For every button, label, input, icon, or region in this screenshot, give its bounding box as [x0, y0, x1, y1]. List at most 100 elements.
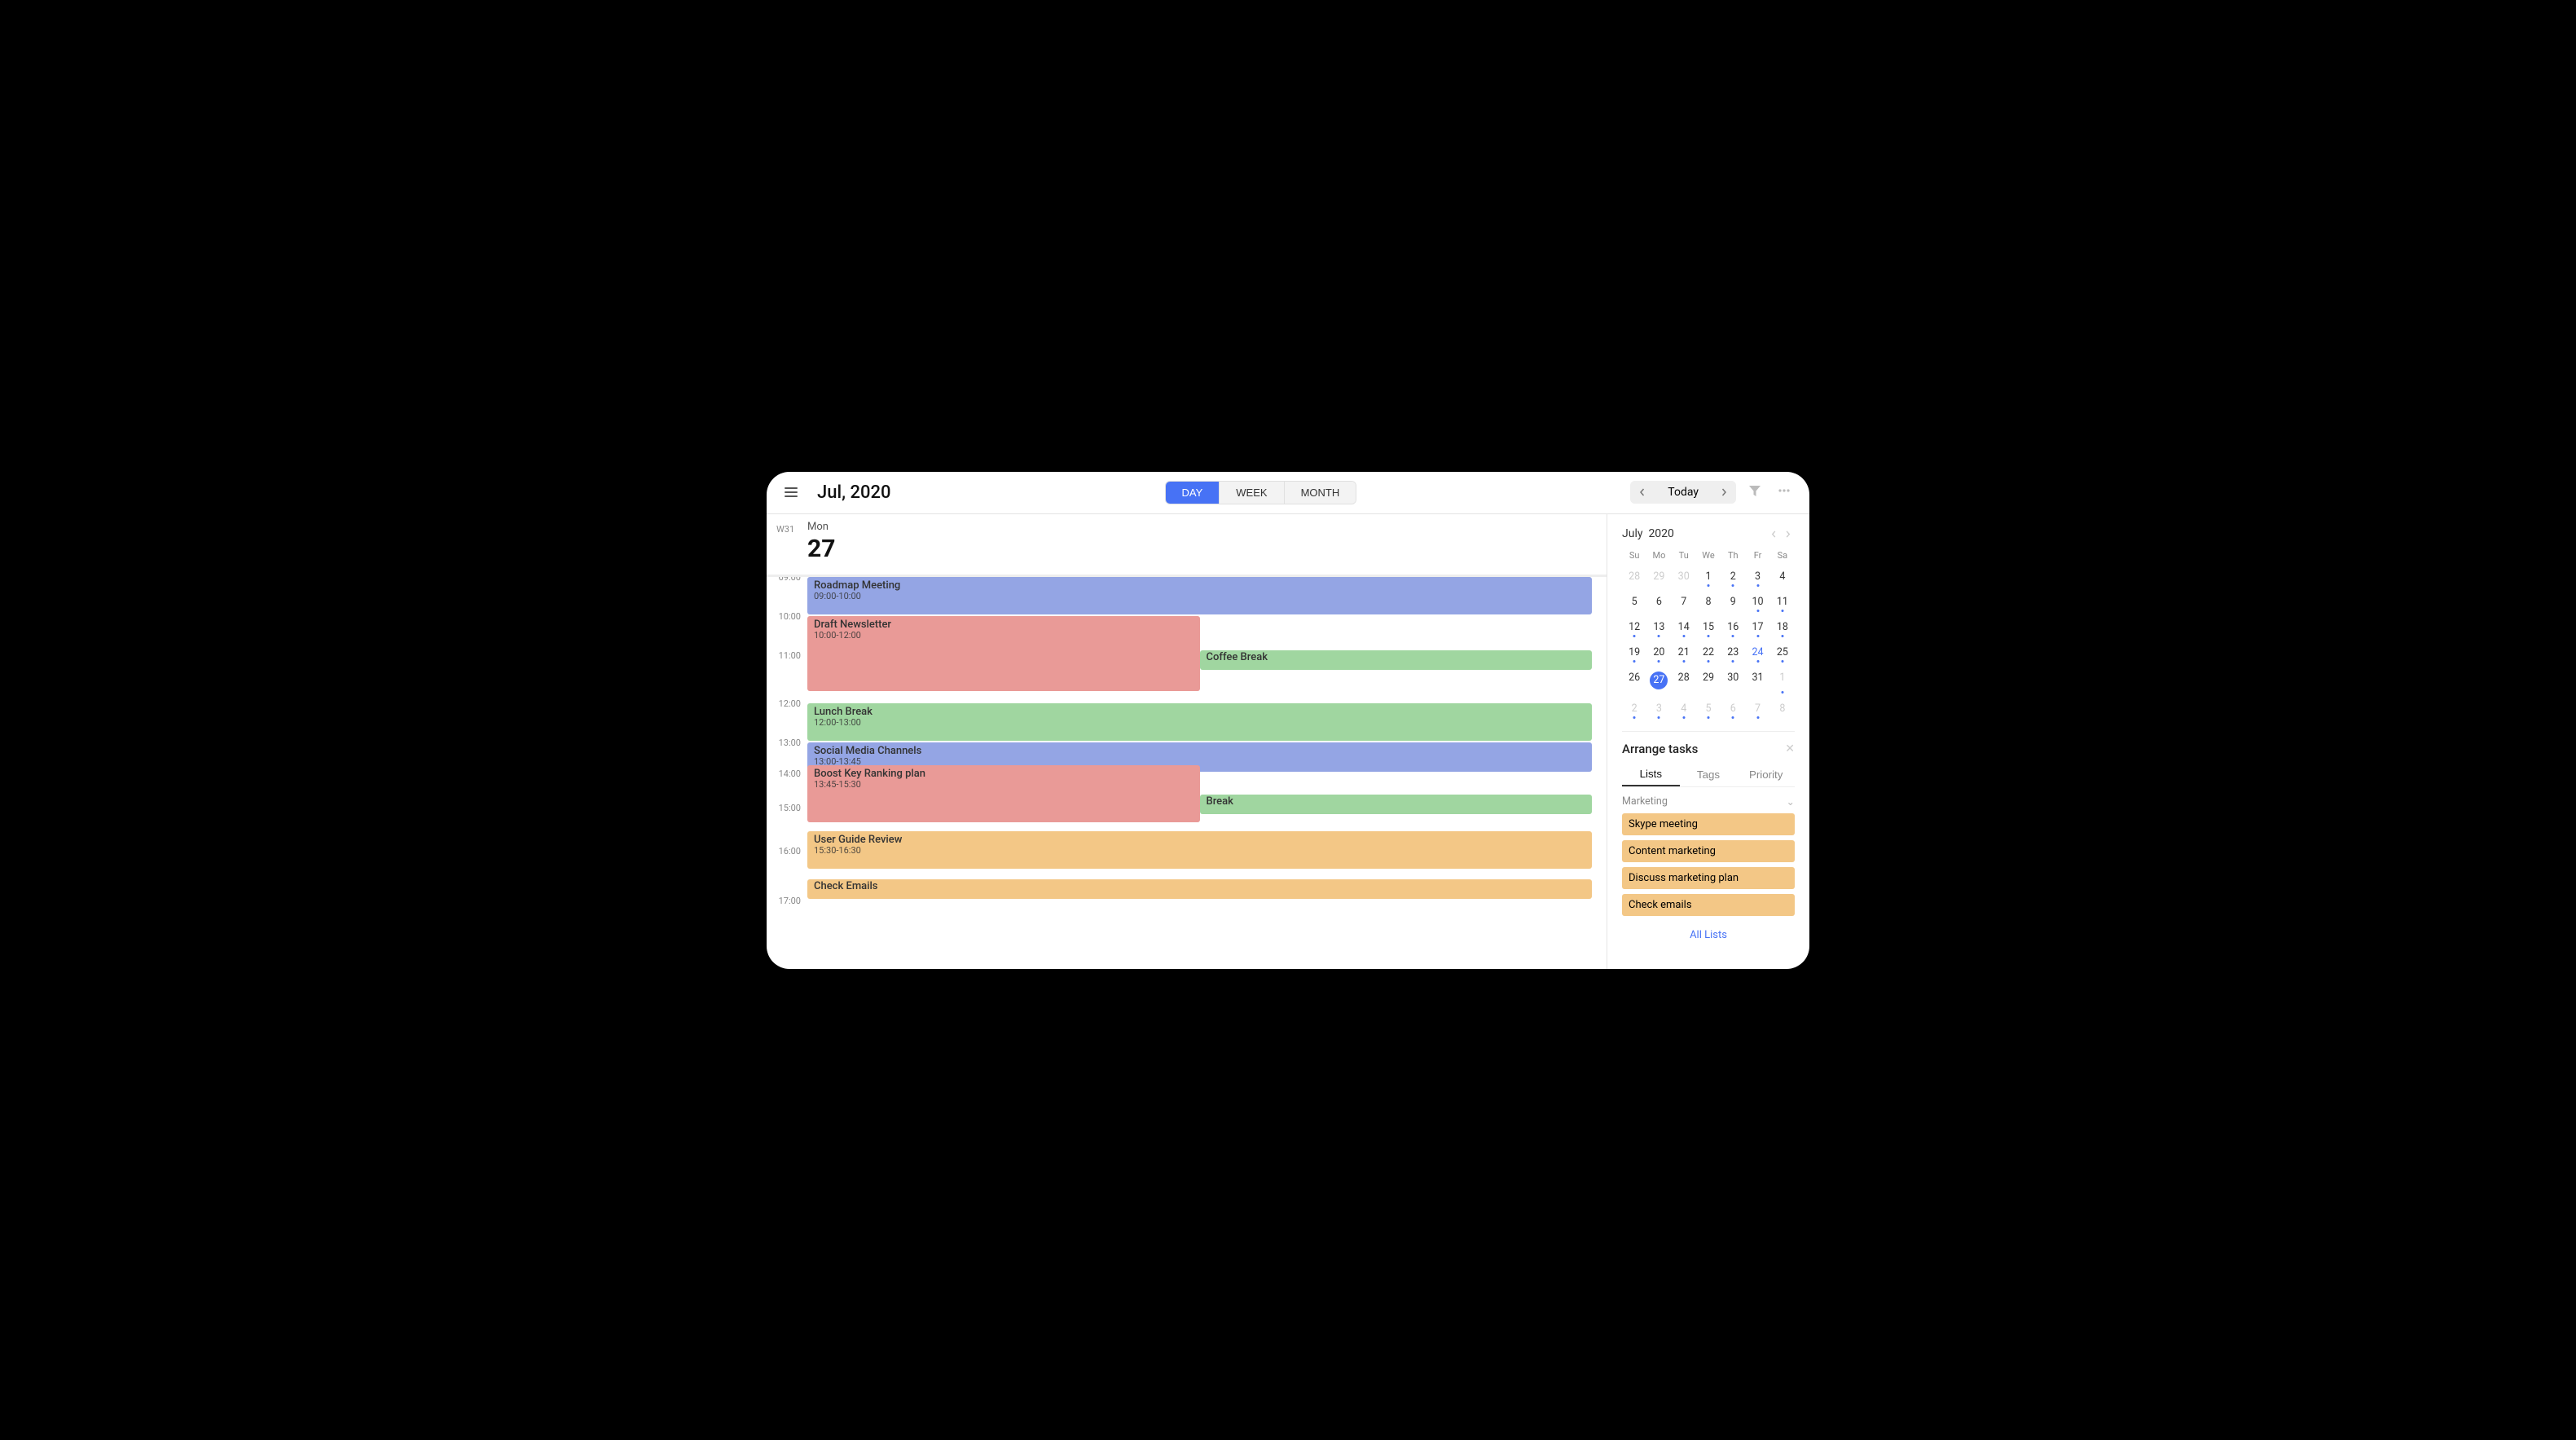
tab-lists[interactable]: Lists	[1622, 763, 1680, 786]
mini-day[interactable]: 29	[1696, 668, 1721, 693]
mini-day[interactable]: 1	[1770, 668, 1795, 693]
mini-weekday: Su	[1622, 550, 1646, 561]
mini-day[interactable]: 9	[1721, 592, 1745, 611]
view-day-button[interactable]: DAY	[1166, 482, 1220, 504]
topbar: Jul, 2020 DAY WEEK MONTH Today	[767, 472, 1809, 514]
mini-day[interactable]: 21	[1672, 643, 1696, 662]
hour-label: 10:00	[773, 611, 807, 622]
task-item[interactable]: Skype meeting	[1622, 813, 1795, 835]
mini-day[interactable]: 17	[1745, 618, 1769, 636]
event-title: Lunch Break	[814, 707, 1585, 719]
chevron-right-icon	[1720, 488, 1728, 496]
chevron-left-icon	[1770, 531, 1778, 538]
event-title: Social Media Channels	[814, 746, 1585, 758]
mini-day[interactable]: 4	[1770, 567, 1795, 586]
mini-day[interactable]: 3	[1646, 699, 1671, 718]
tab-tags[interactable]: Tags	[1680, 763, 1738, 786]
mini-day[interactable]: 10	[1745, 592, 1769, 611]
mini-day[interactable]: 6	[1646, 592, 1671, 611]
calendar-window: Jul, 2020 DAY WEEK MONTH Today	[767, 472, 1809, 969]
mini-day[interactable]: 20	[1646, 643, 1671, 662]
mini-prev-button[interactable]	[1767, 526, 1781, 542]
mini-weekday: Mo	[1646, 550, 1671, 561]
mini-day[interactable]: 27	[1646, 668, 1671, 693]
view-month-button[interactable]: MONTH	[1284, 482, 1356, 504]
mini-day[interactable]: 16	[1721, 618, 1745, 636]
mini-day[interactable]: 15	[1696, 618, 1721, 636]
mini-day[interactable]: 8	[1770, 699, 1795, 718]
task-item[interactable]: Discuss marketing plan	[1622, 867, 1795, 889]
mini-day[interactable]: 22	[1696, 643, 1721, 662]
mini-day[interactable]: 26	[1622, 668, 1646, 693]
event-emails[interactable]: Check Emails	[807, 879, 1592, 899]
filter-button[interactable]	[1744, 480, 1765, 505]
mini-day[interactable]: 30	[1721, 668, 1745, 693]
mini-day[interactable]: 2	[1721, 567, 1745, 586]
event-title: Draft Newsletter	[814, 619, 1193, 632]
all-lists-link[interactable]: All Lists	[1690, 929, 1727, 941]
today-button[interactable]: Today	[1655, 481, 1712, 504]
mini-day[interactable]: 4	[1672, 699, 1696, 718]
task-list-name[interactable]: Marketing ⌄	[1622, 795, 1795, 808]
event-lunch[interactable]: Lunch Break 12:00-13:00	[807, 703, 1592, 741]
mini-day[interactable]: 13	[1646, 618, 1671, 636]
menu-icon[interactable]	[781, 484, 801, 500]
mini-day[interactable]: 6	[1721, 699, 1745, 718]
mini-day[interactable]: 28	[1622, 567, 1646, 586]
event-boost[interactable]: Boost Key Ranking plan 13:45-15:30	[807, 765, 1200, 822]
mini-day[interactable]: 29	[1646, 567, 1671, 586]
mini-day[interactable]: 23	[1721, 643, 1745, 662]
event-time: 10:00-12:00	[814, 631, 1193, 641]
week-number: W31	[776, 521, 807, 535]
mini-day[interactable]: 1	[1696, 567, 1721, 586]
event-time: 12:00-13:00	[814, 718, 1585, 729]
event-coffee[interactable]: Coffee Break	[1200, 650, 1593, 670]
mini-day[interactable]: 30	[1672, 567, 1696, 586]
event-title: Roadmap Meeting	[814, 580, 1585, 592]
mini-day[interactable]: 2	[1622, 699, 1646, 718]
chevron-down-icon: ⌄	[1787, 795, 1795, 808]
more-button[interactable]	[1774, 480, 1795, 505]
task-item[interactable]: Content marketing	[1622, 840, 1795, 862]
tab-priority[interactable]: Priority	[1737, 763, 1795, 786]
weekday-label: Mon	[807, 521, 835, 533]
mini-day[interactable]: 5	[1696, 699, 1721, 718]
event-guide[interactable]: User Guide Review 15:30-16:30	[807, 831, 1592, 869]
mini-day[interactable]: 24	[1745, 643, 1769, 662]
event-break[interactable]: Break	[1200, 795, 1593, 814]
mini-day[interactable]: 3	[1745, 567, 1769, 586]
mini-day[interactable]: 28	[1672, 668, 1696, 693]
task-item[interactable]: Check emails	[1622, 894, 1795, 916]
mini-day[interactable]: 7	[1745, 699, 1769, 718]
mini-day[interactable]: 12	[1622, 618, 1646, 636]
hour-label: 13:00	[773, 738, 807, 748]
mini-day[interactable]: 31	[1745, 668, 1769, 693]
mini-day[interactable]: 7	[1672, 592, 1696, 611]
event-title: Boost Key Ranking plan	[814, 768, 1193, 781]
event-newsletter[interactable]: Draft Newsletter 10:00-12:00	[807, 616, 1200, 691]
side-panel: July 2020 SuMoTuWeThFrSa2829301234567891…	[1607, 514, 1809, 969]
prev-day-button[interactable]	[1630, 481, 1655, 504]
day-number: 27	[807, 535, 835, 563]
mini-day[interactable]: 8	[1696, 592, 1721, 611]
view-week-button[interactable]: WEEK	[1219, 482, 1283, 504]
mini-day[interactable]: 25	[1770, 643, 1795, 662]
event-time: 15:30-16:30	[814, 846, 1585, 857]
event-social[interactable]: Social Media Channels 13:00-13:45	[807, 742, 1592, 772]
mini-calendar: SuMoTuWeThFrSa28293012345678910111213141…	[1622, 550, 1795, 718]
mini-day[interactable]: 11	[1770, 592, 1795, 611]
close-icon[interactable]: ✕	[1785, 742, 1795, 755]
mini-day[interactable]: 5	[1622, 592, 1646, 611]
event-roadmap[interactable]: Roadmap Meeting 09:00-10:00	[807, 577, 1592, 614]
event-title: Break	[1207, 796, 1586, 808]
more-horizontal-icon	[1777, 483, 1791, 498]
mini-day[interactable]: 18	[1770, 618, 1795, 636]
mini-next-button[interactable]	[1781, 526, 1795, 542]
view-toggle: DAY WEEK MONTH	[1165, 481, 1357, 504]
next-day-button[interactable]	[1712, 481, 1736, 504]
mini-day[interactable]: 19	[1622, 643, 1646, 662]
chevron-left-icon	[1638, 488, 1646, 496]
mini-day[interactable]: 14	[1672, 618, 1696, 636]
task-list: Marketing ⌄ Skype meeting Content marketi…	[1622, 795, 1795, 916]
event-time: 13:45-15:30	[814, 780, 1193, 790]
